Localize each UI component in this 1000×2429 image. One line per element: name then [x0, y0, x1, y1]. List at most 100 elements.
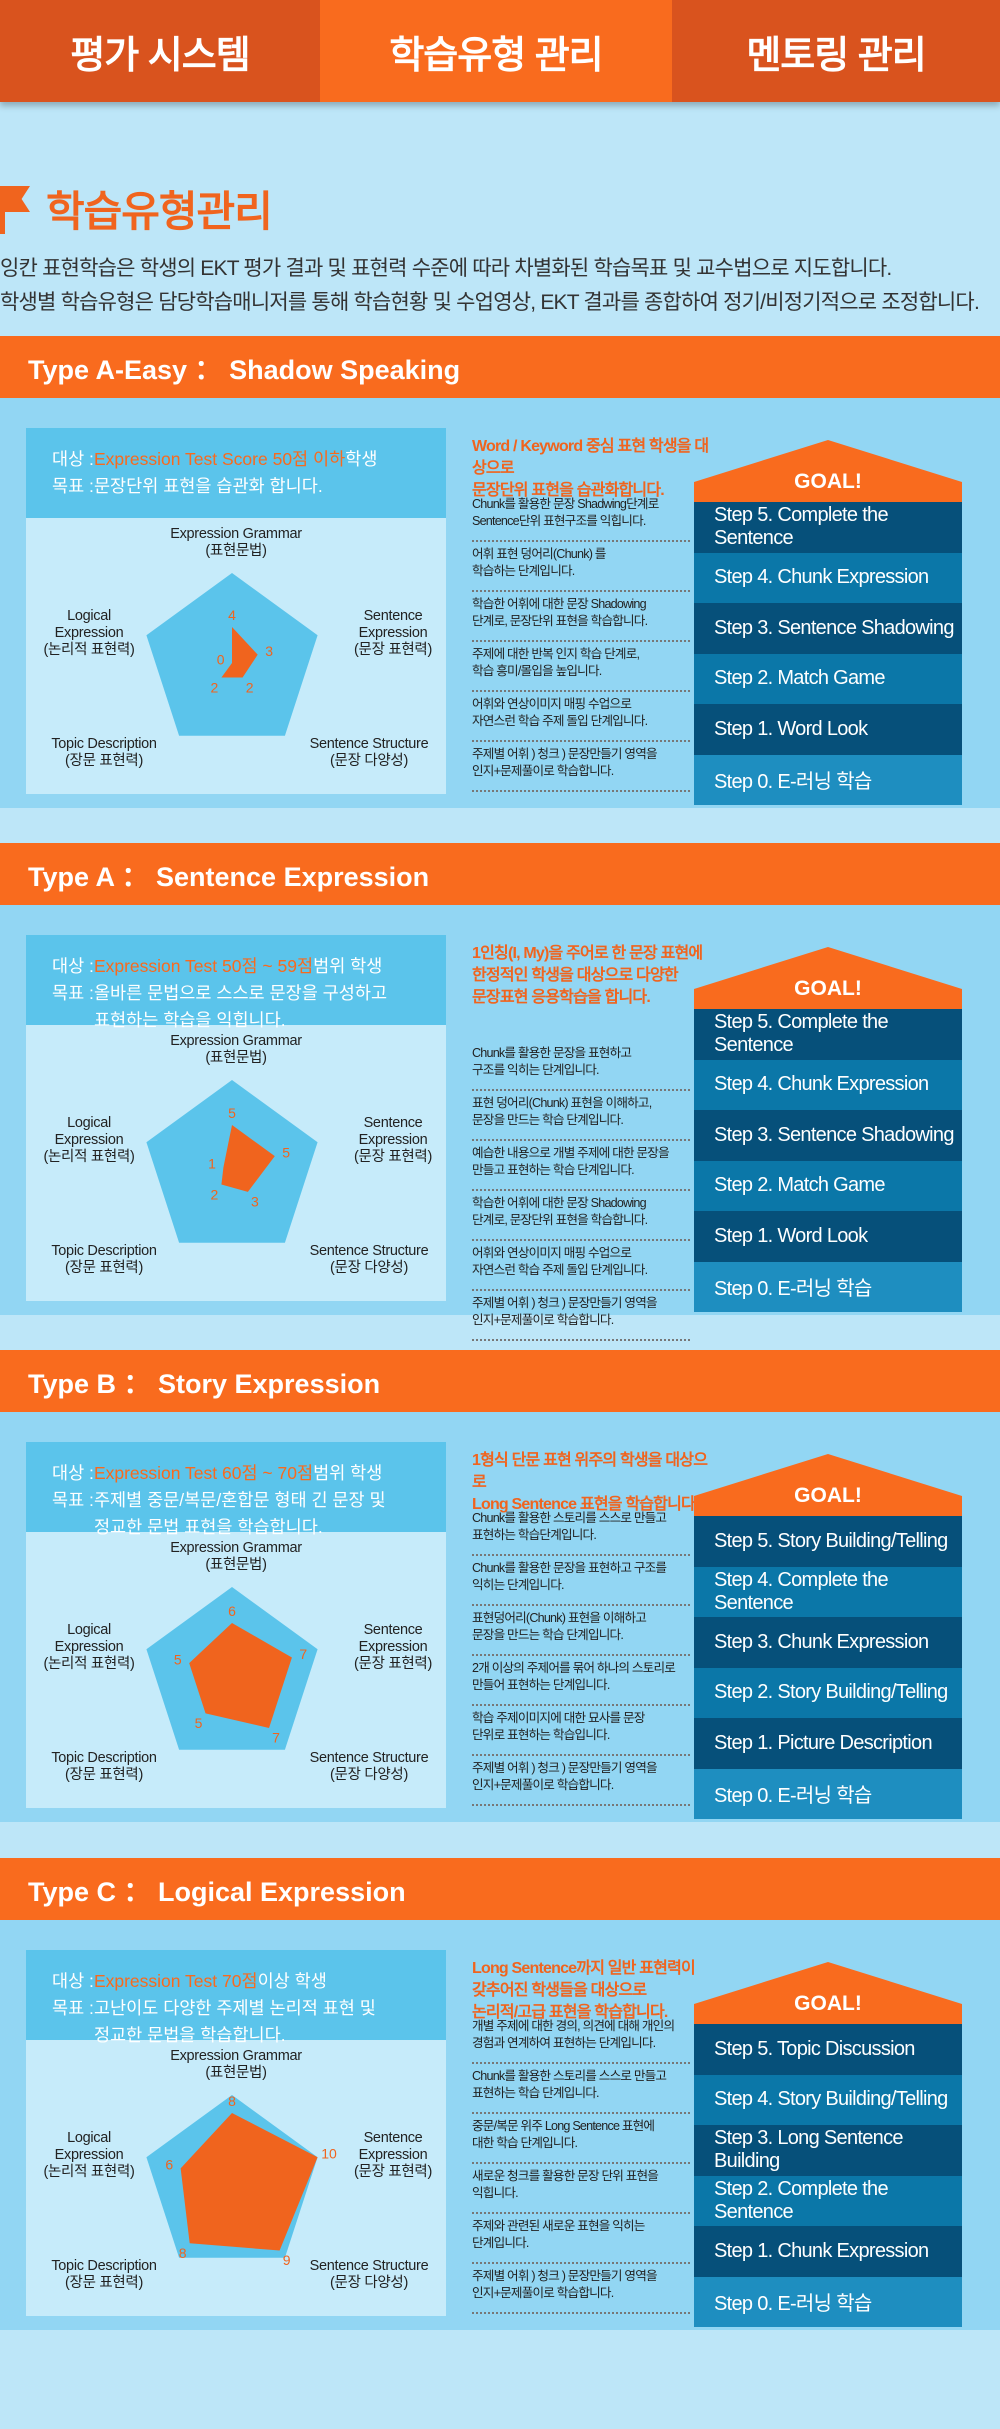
radar-value-label: 5: [282, 1144, 290, 1160]
goal-description: Long Sentence까지 일반 표현력이 갖추어진 학생들을 대상으로 논…: [472, 1960, 696, 2021]
radar-value-label: 2: [246, 679, 254, 695]
goal-description: 1인칭(I, My)을 주어로 한 문장 표현에 한정적인 학생을 대상으로 다…: [472, 945, 703, 1006]
step-item[interactable]: Step 2. Complete the Sentence: [694, 2175, 962, 2226]
section-body: 대상 : Expression Test 70점 이상 학생 목표 : 고난이도…: [0, 1920, 1000, 2330]
step-item[interactable]: Step 1. Word Look: [694, 1211, 962, 1262]
radar-value-label: 9: [283, 2252, 291, 2268]
radar-value-label: 5: [195, 1715, 203, 1731]
step-item[interactable]: Step 3. Sentence Shadowing: [694, 603, 962, 654]
step-item[interactable]: Step 2. Story Building/Telling: [694, 1667, 962, 1718]
target-row: 대상 : Expression Test 60점 ~ 70점 범위 학생: [52, 1460, 446, 1487]
step-note: Chunk를 활용한 스토리를 스스로 만들고 표현하는 학습 단계입니다.: [472, 2064, 690, 2114]
step-item[interactable]: Step 0. E-러닝 학습: [694, 1261, 962, 1312]
tab-mentoring-management[interactable]: 멘토링 관리: [672, 0, 1000, 102]
target-score: Expression Test 70점: [93, 1971, 258, 1991]
goal-row: 목표 : 주제별 중문/복문/혼합문 형태 긴 문장 및 정교한 문법 표현을 …: [52, 1487, 446, 1541]
radar-score-area: [180, 2113, 318, 2251]
radar-axis-label: Sentence Expression (문장 표현력): [354, 608, 432, 658]
goal-label: GOAL!: [794, 470, 862, 493]
step-list: Step 5. Complete the Sentence Step 4. Chu…: [694, 502, 962, 805]
radar-axis-label: Topic Description (장문 표현력): [51, 1243, 157, 1276]
step-note: 어휘와 연상이미지 매핑 수업으로 자연스런 학습 주제 돌입 단계입니다.: [472, 692, 690, 742]
goal-roof: GOAL!: [694, 947, 962, 1009]
radar-axis-label: Logical Expression (논리적 표현력): [43, 2130, 135, 2180]
step-note: 2개 이상의 주제어를 묶어 하나의 스토리로 만들어 표현하는 단계입니다.: [472, 1656, 690, 1706]
radar-chart: 8 10 9 8 6 Expression Grammar (표현문법) Sentence …: [26, 2040, 446, 2316]
goal-description: 1형식 단문 표현 위주의 학생을 대상으로 Long Sentence 표현을…: [472, 1452, 708, 1513]
step-item[interactable]: Step 5. Complete the Sentence: [694, 502, 962, 553]
goal-house: GOAL! Step 5. Topic Discussion Step 4. St…: [694, 1962, 962, 2327]
step-item[interactable]: Step 4. Chunk Expression: [694, 1059, 962, 1110]
radar-axis-label: Topic Description (장문 표현력): [51, 736, 157, 769]
section-title: Type A ： Sentence Expression: [0, 843, 1000, 905]
step-item[interactable]: Step 5. Complete the Sentence: [694, 1009, 962, 1060]
goal-label: 목표 :: [52, 1490, 94, 1510]
student-profile-panel: 대상 : Expression Test 70점 이상 학생 목표 : 고난이도…: [26, 1950, 446, 2316]
step-item[interactable]: Step 2. Match Game: [694, 1160, 962, 1211]
radar-axis-label: Sentence Structure (문장 다양성): [309, 2258, 429, 2291]
step-item[interactable]: Step 4. Complete the Sentence: [694, 1566, 962, 1617]
step-item[interactable]: Step 0. E-러닝 학습: [694, 754, 962, 805]
step-note: Chunk를 활용한 문장을 표현하고 구조를 익히는 단계입니다.: [472, 1556, 690, 1606]
step-note: 표현덩어리(Chunk) 표현을 이해하고 문장을 만드는 학습 단계입니다.: [472, 1606, 690, 1656]
step-notes: 개별 주제에 대한 경의, 의견에 대해 개인의 경험과 연계하여 표현하는 단…: [472, 2014, 690, 2314]
student-profile-panel: 대상 : Expression Test 60점 ~ 70점 범위 학생 목표 …: [26, 1442, 446, 1808]
step-note: 새로운 청크를 활용한 문장 단위 표현을 익힙니다.: [472, 2164, 690, 2214]
radar-value-label: 2: [210, 679, 218, 695]
step-item[interactable]: Step 4. Story Building/Telling: [694, 2074, 962, 2125]
radar-axis-label: Topic Description (장문 표현력): [51, 2258, 157, 2291]
radar-score-area: [221, 1125, 275, 1192]
target-label: 대상 :: [52, 956, 94, 976]
radar-axis-label: Expression Grammar (표현문법): [170, 1033, 302, 1066]
step-item[interactable]: Step 5. Topic Discussion: [694, 2024, 962, 2075]
tab-evaluation-system[interactable]: 평가 시스템: [0, 0, 320, 102]
goal-description: Word / Keyword 중심 표현 학생을 대상으로 문장단위 표현을 습…: [472, 438, 709, 499]
learning-type-section: Type A-Easy ： Shadow Speaking 대상 : Expre…: [0, 336, 1000, 808]
radar-axis-label: Logical Expression (논리적 표현력): [43, 1115, 135, 1165]
radar-axis-label: Sentence Expression (문장 표현력): [354, 2130, 432, 2180]
radar-score-area: [189, 1623, 292, 1728]
target-box: 대상 : Expression Test Score 50점 이하 학생 목표 …: [26, 428, 446, 518]
step-item[interactable]: Step 0. E-러닝 학습: [694, 2276, 962, 2327]
radar-value-label: 1: [208, 1156, 216, 1172]
step-item[interactable]: Step 1. Chunk Expression: [694, 2226, 962, 2277]
tab-learning-type-management[interactable]: 학습유형 관리: [320, 0, 672, 102]
step-item[interactable]: Step 4. Chunk Expression: [694, 552, 962, 603]
radar-value-label: 5: [174, 1651, 182, 1667]
target-suffix: 이상 학생: [257, 1971, 327, 1991]
radar-value-label: 7: [272, 1730, 280, 1746]
radar-svg: 4 3 2 2 0: [146, 573, 318, 736]
radar-value-label: 4: [228, 607, 236, 623]
step-item[interactable]: Step 2. Match Game: [694, 653, 962, 704]
step-item[interactable]: Step 3. Chunk Expression: [694, 1617, 962, 1668]
step-list: Step 5. Topic Discussion Step 4. Story Bu…: [694, 2024, 962, 2327]
goal-roof: GOAL!: [694, 1454, 962, 1516]
goal-text: 주제별 중문/복문/혼합문 형태 긴 문장 및 정교한 문법 표현을 학습합니다…: [93, 1490, 386, 1537]
step-notes: Chunk를 활용한 문장 Shadwing단계로 Sentence단위 표현구…: [472, 492, 690, 792]
step-item[interactable]: Step 1. Word Look: [694, 704, 962, 755]
radar-svg: 5 5 3 2 1: [146, 1080, 318, 1243]
radar-value-label: 8: [179, 2245, 187, 2261]
goal-label: GOAL!: [794, 977, 862, 1000]
goal-label: GOAL!: [794, 1992, 862, 2015]
step-note: 주제에 대한 반복 인지 학습 단계로, 학습 흥미/몰입을 높입니다.: [472, 642, 690, 692]
goal-row: 목표 : 고난이도 다양한 주제별 논리적 표현 및 정교한 문법을 학습합니다…: [52, 1995, 446, 2049]
target-box: 대상 : Expression Test 60점 ~ 70점 범위 학생 목표 …: [26, 1442, 446, 1537]
radar-axis-label: Expression Grammar (표현문법): [170, 2048, 302, 2081]
radar-svg: 6 7 7 5 5: [146, 1587, 318, 1750]
step-item[interactable]: Step 5. Story Building/Telling: [694, 1516, 962, 1567]
step-item[interactable]: Step 1. Picture Description: [694, 1718, 962, 1769]
step-item[interactable]: Step 3. Long Sentence Building: [694, 2125, 962, 2176]
step-item[interactable]: Step 3. Sentence Shadowing: [694, 1110, 962, 1161]
step-item[interactable]: Step 0. E-러닝 학습: [694, 1768, 962, 1819]
section-title: Type C ： Logical Expression: [0, 1858, 1000, 1920]
target-box: 대상 : Expression Test 50점 ~ 59점 범위 학생 목표 …: [26, 935, 446, 1030]
section-body: 대상 : Expression Test 60점 ~ 70점 범위 학생 목표 …: [0, 1412, 1000, 1822]
step-note: 중문/복문 위주 Long Sentence 표현에 대한 학습 단계입니다.: [472, 2114, 690, 2164]
goal-roof: GOAL!: [694, 440, 962, 502]
radar-axis-label: Sentence Structure (문장 다양성): [309, 1750, 429, 1783]
goal-label: 목표 :: [52, 983, 94, 1003]
radar-axis-label: Expression Grammar (표현문법): [170, 1540, 302, 1573]
goal-label: 목표 :: [52, 1998, 94, 2018]
radar-value-label: 8: [228, 2093, 236, 2109]
